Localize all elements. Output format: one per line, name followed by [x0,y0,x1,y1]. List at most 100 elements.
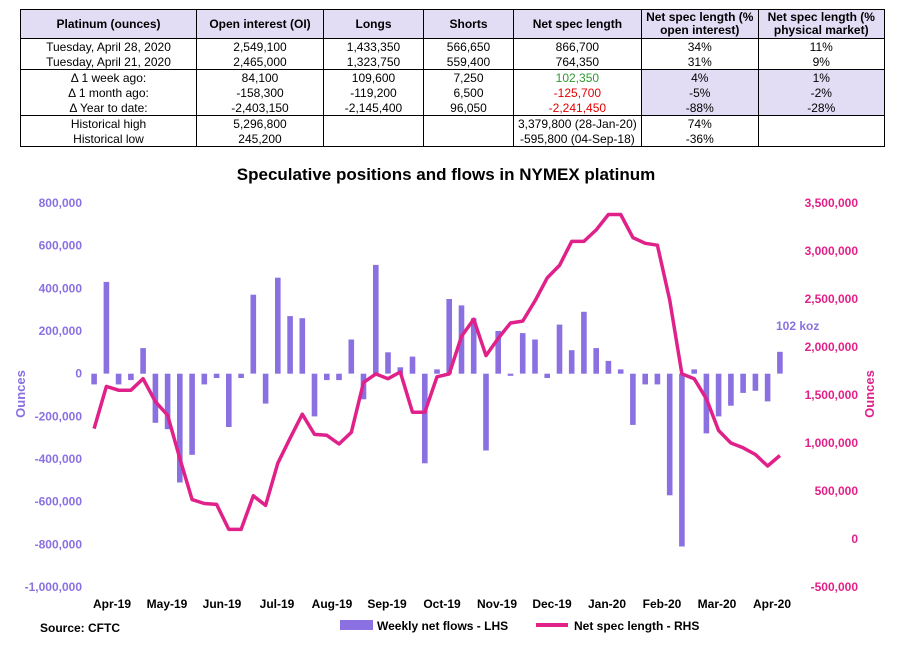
annotation-label: 102 koz [776,319,819,333]
table-cell: -119,200 [323,85,424,100]
table-cell: 34% [640,38,759,54]
y-tick-left: 800,000 [39,196,83,210]
y-tick-right: 3,500,000 [805,196,859,210]
table-header: Platinum (ounces) [20,9,197,39]
bar-weekly-flow [140,348,146,374]
table-cell: Tuesday, April 28, 2020 [20,38,197,54]
y-tick-left: -800,000 [35,537,83,551]
bar-weekly-flow [642,373,648,385]
x-tick-label: Mar-20 [698,597,737,611]
bar-weekly-flow [446,299,452,374]
legend-bar-swatch [340,620,373,630]
table-cell: 4% [640,69,759,85]
y-tick-right: 1,000,000 [805,436,859,450]
table-row: Tuesday, April 28, 2020 2,549,100 1,433,… [20,38,885,54]
y-axis-left: 800,000 600,000 400,000 200,000 0 -200,000 -40… [25,196,83,594]
bar-weekly-flow [740,373,746,393]
table-row: Historical high 5,296,800 3,379,800 (28-… [20,115,885,131]
table-cell: 9% [757,54,885,70]
bar-weekly-flow [262,373,269,404]
x-tick-label: Nov-19 [477,597,517,611]
bar-weekly-flow [238,373,244,378]
y-tick-right: -500,000 [811,580,859,594]
table-cell: 7,250 [423,69,514,85]
table-cell [323,131,424,147]
table-row: Historical low 245,200 -595,800 (04-Sep-… [20,131,885,147]
bar-weekly-flow [409,356,416,374]
x-tick-label: Jul-19 [260,597,295,611]
legend-line-label: Net spec length - RHS [574,619,699,633]
x-tick-label: Feb-20 [643,597,682,611]
bar-weekly-flow [348,339,355,374]
table-header: Net spec length [513,9,642,39]
bar-weekly-flow [691,369,697,374]
y-tick-right: 3,000,000 [805,244,859,258]
source-label: Source: CFTC [40,621,120,635]
table-cell: 11% [757,38,885,54]
table-cell: Tuesday, April 21, 2020 [20,54,197,70]
table-cell [423,115,514,131]
table-cell: -2% [757,85,885,100]
bar-weekly-flow [654,373,661,385]
x-tick-label: Dec-19 [532,597,572,611]
table-cell: 1% [757,69,885,85]
table-cell: -2,403,150 [196,100,324,116]
table-cell: 245,200 [196,131,324,147]
bar-weekly-flow [324,373,330,381]
bar-weekly-flow [728,373,734,406]
bar-weekly-flow [164,373,171,430]
y-tick-left: 0 [75,367,82,381]
x-tick-label: Oct-19 [423,597,461,611]
table-cell: -5% [640,85,759,100]
bar-weekly-flow [752,373,759,391]
bar-weekly-flow [507,373,514,376]
table-cell: 102,350 [513,69,642,85]
bar-weekly-flow [605,360,612,374]
legend-bar-label: Weekly net flows - LHS [377,619,508,633]
bar-weekly-flow [213,373,220,378]
x-tick-label: Jan-20 [588,597,626,611]
table-cell [757,115,885,131]
table-header: Net spec length (% open interest) [640,9,759,39]
table-cell: -158,300 [196,85,324,100]
table-header-row: Platinum (ounces) Open interest (OI) Lon… [20,9,885,39]
bar-weekly-flow [495,331,501,374]
y-tick-left: 200,000 [39,324,83,338]
table-header: Net spec length (% physical market) [757,9,885,39]
bar-weekly-flow [679,373,685,547]
bar-weekly-flow [617,369,624,374]
y-tick-right: 1,500,000 [805,388,859,402]
table-cell: 1,323,750 [323,54,424,70]
table-row: Δ 1 month ago: -158,300 -119,200 6,500 -… [20,85,885,100]
y-tick-left: -400,000 [35,452,83,466]
bar-weekly-flow [593,348,599,374]
x-tick-label: May-19 [147,597,188,611]
bar-weekly-flow [581,311,587,374]
table-cell: 6,500 [423,85,514,100]
table-cell: Δ Year to date: [20,100,197,116]
y-axis-right: 3,500,000 3,000,000 2,500,000 2,000,000 1,50… [805,196,859,594]
line-group [92,212,782,532]
table-cell: 5,296,800 [196,115,324,131]
x-tick-label: Jun-19 [203,597,242,611]
table-cell: -2,145,400 [323,100,424,116]
y-tick-left: -600,000 [35,495,83,509]
bar-weekly-flow [666,373,673,496]
bar-weekly-flow [434,369,440,374]
table-cell: -28% [757,100,885,116]
bar-weekly-flow [715,373,722,417]
table-cell: 74% [640,115,759,131]
bar-weekly-flow [373,264,379,374]
table-cell: 2,549,100 [196,38,324,54]
table-cell: 566,650 [423,38,514,54]
y-tick-left: -200,000 [35,409,83,423]
y-tick-right: 0 [851,532,858,546]
x-tick-label: Apr-19 [93,597,131,611]
x-tick-label: Aug-19 [312,597,353,611]
table-cell: -36% [640,131,759,147]
y-tick-left: 600,000 [39,239,83,253]
bar-weekly-flow [470,318,477,374]
table-cell [323,115,424,131]
y-tick-right: 500,000 [815,484,859,498]
bar-weekly-flow [336,373,342,381]
